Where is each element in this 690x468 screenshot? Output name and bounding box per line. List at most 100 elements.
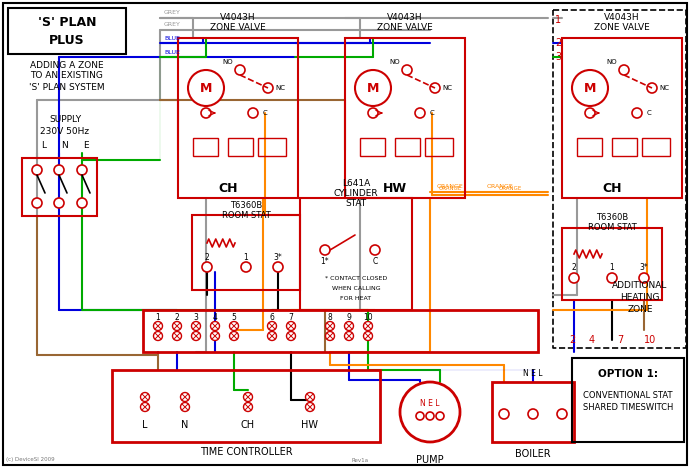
Circle shape bbox=[320, 245, 330, 255]
Text: T6360B: T6360B bbox=[596, 213, 628, 222]
Text: GREY: GREY bbox=[164, 22, 181, 28]
Circle shape bbox=[619, 65, 629, 75]
Circle shape bbox=[201, 108, 211, 118]
Bar bbox=[572, 358, 684, 442]
Text: ROOM STAT: ROOM STAT bbox=[221, 211, 270, 219]
Text: T6360B: T6360B bbox=[230, 200, 262, 210]
Text: (c) DeviceSI 2009: (c) DeviceSI 2009 bbox=[6, 458, 55, 462]
Circle shape bbox=[585, 108, 595, 118]
Text: CONVENTIONAL STAT: CONVENTIONAL STAT bbox=[583, 392, 673, 401]
Text: 7: 7 bbox=[617, 335, 623, 345]
Circle shape bbox=[77, 165, 87, 175]
Text: 10: 10 bbox=[363, 314, 373, 322]
Circle shape bbox=[210, 331, 219, 341]
Text: NO: NO bbox=[223, 59, 233, 65]
Text: ZONE: ZONE bbox=[627, 305, 653, 314]
Circle shape bbox=[436, 412, 444, 420]
Text: 3*: 3* bbox=[640, 263, 649, 272]
Text: BOILER: BOILER bbox=[515, 449, 551, 459]
Circle shape bbox=[202, 262, 212, 272]
Bar bbox=[143, 310, 538, 352]
Text: 5: 5 bbox=[232, 314, 237, 322]
Text: 'S' PLAN SYSTEM: 'S' PLAN SYSTEM bbox=[29, 82, 105, 92]
Text: 3: 3 bbox=[194, 314, 199, 322]
Text: 4: 4 bbox=[213, 314, 217, 322]
Circle shape bbox=[344, 322, 353, 330]
Circle shape bbox=[607, 273, 617, 283]
Circle shape bbox=[528, 409, 538, 419]
Circle shape bbox=[263, 83, 273, 93]
Circle shape bbox=[32, 165, 42, 175]
Text: ADDITIONAL: ADDITIONAL bbox=[612, 280, 668, 290]
Circle shape bbox=[32, 198, 42, 208]
Circle shape bbox=[153, 331, 163, 341]
Text: L641A: L641A bbox=[342, 178, 370, 188]
Text: ORANGE: ORANGE bbox=[486, 184, 513, 190]
Text: CH: CH bbox=[241, 420, 255, 430]
Bar bbox=[192, 215, 300, 290]
Text: L: L bbox=[142, 420, 148, 430]
Text: V4043H: V4043H bbox=[604, 14, 640, 22]
Circle shape bbox=[364, 322, 373, 330]
Circle shape bbox=[241, 262, 251, 272]
Text: M: M bbox=[584, 81, 596, 95]
Text: 1: 1 bbox=[610, 263, 614, 272]
Text: 1*: 1* bbox=[321, 257, 329, 266]
Text: 2: 2 bbox=[175, 314, 179, 322]
Text: ADDING A ZONE: ADDING A ZONE bbox=[30, 60, 104, 70]
Bar bbox=[360, 138, 385, 156]
Text: 1: 1 bbox=[555, 15, 561, 25]
Text: HEATING: HEATING bbox=[620, 292, 660, 301]
Text: 2: 2 bbox=[205, 253, 209, 262]
Text: PLUS: PLUS bbox=[49, 34, 85, 46]
Text: 2: 2 bbox=[569, 335, 575, 345]
Circle shape bbox=[370, 245, 380, 255]
Text: 2: 2 bbox=[555, 38, 561, 48]
Circle shape bbox=[306, 402, 315, 411]
Circle shape bbox=[54, 198, 64, 208]
Bar bbox=[300, 198, 412, 310]
Circle shape bbox=[499, 409, 509, 419]
Bar bbox=[562, 228, 662, 300]
Text: HW: HW bbox=[302, 420, 319, 430]
Circle shape bbox=[188, 70, 224, 106]
Circle shape bbox=[416, 412, 424, 420]
Circle shape bbox=[326, 322, 335, 330]
Circle shape bbox=[364, 331, 373, 341]
Text: M: M bbox=[367, 81, 380, 95]
Text: NO: NO bbox=[607, 59, 618, 65]
Bar bbox=[577, 138, 602, 156]
Text: V4043H: V4043H bbox=[387, 14, 423, 22]
Circle shape bbox=[326, 331, 335, 341]
Circle shape bbox=[244, 402, 253, 411]
Bar bbox=[8, 8, 126, 54]
Circle shape bbox=[268, 322, 277, 330]
Circle shape bbox=[306, 393, 315, 402]
Circle shape bbox=[430, 83, 440, 93]
Circle shape bbox=[344, 331, 353, 341]
Text: GREY: GREY bbox=[164, 10, 181, 15]
Circle shape bbox=[400, 382, 460, 442]
Text: 2: 2 bbox=[571, 263, 576, 272]
Bar bbox=[112, 370, 380, 442]
Text: L: L bbox=[41, 141, 46, 151]
Circle shape bbox=[153, 322, 163, 330]
Text: FOR HEAT: FOR HEAT bbox=[340, 295, 371, 300]
Text: OPTION 1:: OPTION 1: bbox=[598, 369, 658, 379]
Text: HW: HW bbox=[383, 182, 407, 195]
Bar bbox=[258, 138, 286, 156]
Text: ZONE VALVE: ZONE VALVE bbox=[594, 23, 650, 32]
Circle shape bbox=[426, 412, 434, 420]
Text: BLUE: BLUE bbox=[164, 50, 180, 54]
Text: ORANGE: ORANGE bbox=[438, 185, 462, 190]
Text: TO AN EXISTING: TO AN EXISTING bbox=[30, 72, 104, 80]
Text: WHEN CALLING: WHEN CALLING bbox=[332, 285, 380, 291]
Circle shape bbox=[210, 322, 219, 330]
Text: CH: CH bbox=[218, 182, 238, 195]
Bar bbox=[425, 138, 453, 156]
Text: * CONTACT CLOSED: * CONTACT CLOSED bbox=[325, 276, 387, 280]
Circle shape bbox=[557, 409, 567, 419]
Text: C: C bbox=[430, 110, 435, 116]
Text: C: C bbox=[263, 110, 268, 116]
Text: 10: 10 bbox=[644, 335, 656, 345]
